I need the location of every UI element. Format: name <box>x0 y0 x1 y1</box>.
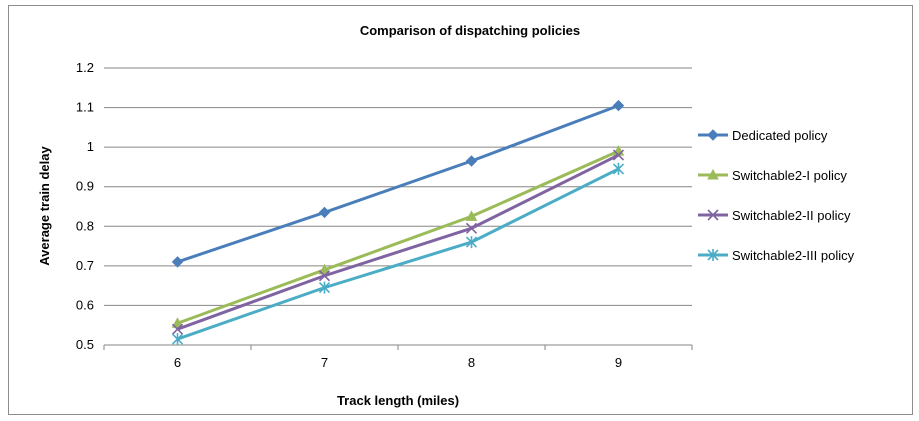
y-axis-ticks: 0.5 0.6 0.7 0.8 0.9 1 1.1 1.2 <box>76 60 94 352</box>
data-point-marker <box>612 162 625 175</box>
data-point-marker <box>171 317 184 328</box>
data-point-marker <box>318 281 331 294</box>
y-tick-label: 0.7 <box>76 258 94 273</box>
y-tick-label: 0.5 <box>76 337 94 352</box>
series-line <box>177 167 620 341</box>
data-point-marker <box>465 155 478 167</box>
legend-item: Switchable2-II policy <box>698 208 851 223</box>
series-2 <box>171 145 625 328</box>
data-point-marker <box>318 263 331 275</box>
y-tick-label: 0.8 <box>76 218 94 233</box>
series-4 <box>171 162 625 346</box>
series-line <box>177 104 620 264</box>
legend: Dedicated policy Switchable2-I policy Swit… <box>698 128 855 263</box>
series-group <box>171 99 625 346</box>
y-tick-label: 0.6 <box>76 297 94 312</box>
y-tick-label: 1 <box>87 139 94 154</box>
chart-title: Comparison of dispatching policies <box>360 23 580 38</box>
y-tick-label: 1.2 <box>76 60 94 75</box>
legend-label: Switchable2-III policy <box>732 248 855 263</box>
data-point-marker <box>171 333 184 346</box>
data-point-marker <box>465 222 478 234</box>
y-tick-label: 1.1 <box>76 100 94 115</box>
x-tick-label: 8 <box>468 355 475 370</box>
data-point-marker <box>465 210 478 221</box>
data-point-marker <box>171 256 184 268</box>
series-line <box>176 153 620 331</box>
legend-marker <box>707 168 719 180</box>
legend-item: Switchable2-I policy <box>698 168 847 183</box>
x-axis-title: Track length (miles) <box>337 393 459 408</box>
x-tick-label: 9 <box>615 355 622 370</box>
legend-item: Dedicated policy <box>698 128 828 143</box>
legend-item: Switchable2-III policy <box>698 248 855 263</box>
y-tick-label: 0.9 <box>76 179 94 194</box>
series-1 <box>171 99 625 268</box>
x-tick-label: 6 <box>174 355 181 370</box>
data-point-marker <box>171 323 184 335</box>
series-3 <box>171 149 625 335</box>
legend-marker <box>707 209 719 221</box>
x-axis-ticks: 6 7 8 9 <box>103 345 693 370</box>
data-point-marker <box>465 236 478 249</box>
data-point-marker <box>612 99 625 112</box>
legend-marker <box>707 249 719 261</box>
legend-label: Switchable2-I policy <box>732 168 847 183</box>
chart-frame <box>8 5 913 415</box>
legend-label: Switchable2-II policy <box>732 208 851 223</box>
series-line <box>176 149 620 325</box>
legend-marker <box>707 129 719 141</box>
y-axis-title: Average train delay <box>37 146 52 266</box>
data-point-marker <box>318 270 331 282</box>
legend-label: Dedicated policy <box>732 128 828 143</box>
data-point-marker <box>612 149 625 161</box>
data-point-marker <box>318 206 331 219</box>
gridlines <box>104 67 692 306</box>
x-tick-label: 7 <box>321 355 328 370</box>
